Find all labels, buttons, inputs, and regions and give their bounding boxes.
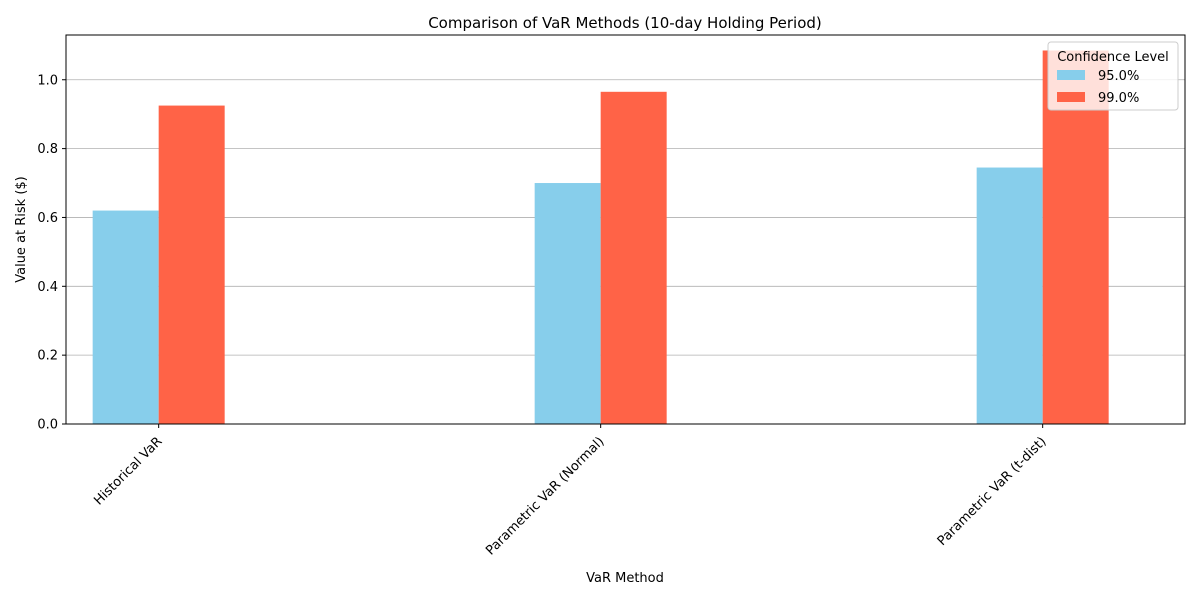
y-tick-label: 0.4 [37, 280, 58, 295]
legend: Confidence Level 95.0% 99.0% [1047, 41, 1179, 111]
x-axis-ticks: Historical VaR Parametric VaR (Normal) Par… [91, 424, 1049, 558]
x-tick-label: Parametric VaR (Normal) [483, 434, 607, 558]
legend-label-95: 95.0% [1098, 69, 1139, 84]
legend-swatch-99 [1057, 92, 1085, 102]
bar-99-0pct-2 [1042, 50, 1109, 424]
y-tick-label: 0.8 [37, 142, 58, 157]
y-tick-label: 1.0 [37, 73, 58, 88]
bars [92, 50, 1109, 424]
bar-95-0pct-1 [534, 183, 601, 424]
y-axis-label: Value at Risk ($) [14, 176, 29, 283]
bar-99-0pct-1 [600, 91, 667, 424]
x-tick-label: Historical VaR [91, 434, 165, 508]
y-tick-label: 0.0 [37, 418, 58, 433]
y-tick-label: 0.6 [37, 211, 58, 226]
y-axis-ticks: 0.0 0.2 0.4 0.6 0.8 1.0 [37, 73, 66, 433]
legend-swatch-95 [1057, 70, 1085, 80]
y-tick-label: 0.2 [37, 349, 58, 364]
bar-95-0pct-2 [976, 167, 1043, 424]
plot-frame [65, 34, 1186, 425]
legend-label-99: 99.0% [1098, 91, 1139, 106]
chart-title: Comparison of VaR Methods (10-day Holdin… [428, 14, 822, 32]
legend-title: Confidence Level [1057, 50, 1169, 65]
bar-99-0pct-0 [158, 105, 225, 424]
x-axis-label: VaR Method [586, 571, 664, 586]
x-tick-label: Parametric VaR (t-dist) [935, 434, 1050, 549]
bar-95-0pct-0 [92, 210, 159, 424]
